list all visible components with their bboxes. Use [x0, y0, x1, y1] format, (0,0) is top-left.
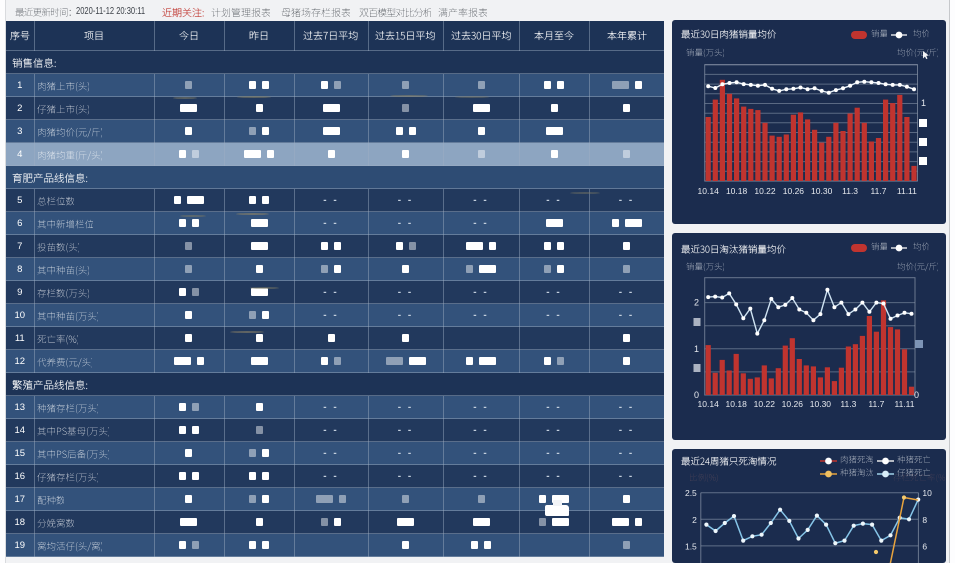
svg-text:0: 0	[694, 390, 699, 400]
svg-text:1: 1	[921, 98, 926, 108]
svg-text:1: 1	[694, 344, 699, 354]
svg-text:10: 10	[922, 488, 932, 498]
svg-text:2.5: 2.5	[685, 488, 697, 498]
svg-text:1.5: 1.5	[685, 541, 697, 551]
svg-text:2: 2	[692, 515, 697, 525]
svg-text:2: 2	[694, 298, 699, 308]
svg-text:0: 0	[914, 390, 919, 400]
svg-text:6: 6	[922, 541, 927, 551]
svg-text:8: 8	[922, 515, 927, 525]
